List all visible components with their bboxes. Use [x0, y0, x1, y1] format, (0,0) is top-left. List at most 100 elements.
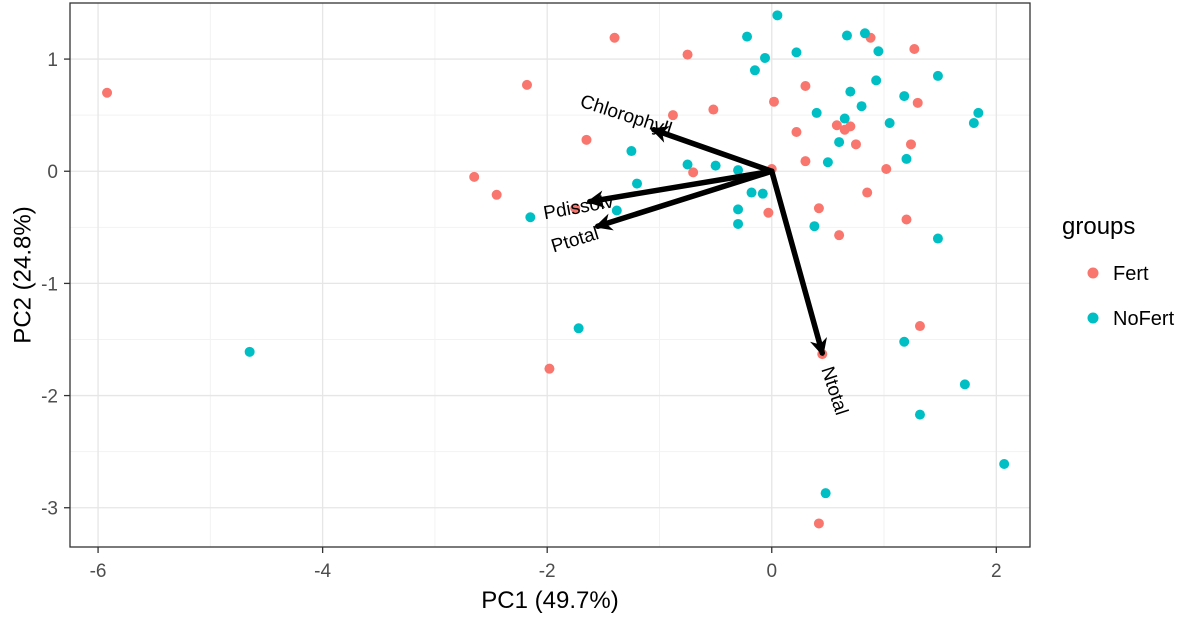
point-fert	[609, 32, 620, 43]
point-nofert	[884, 118, 895, 129]
point-fert	[862, 187, 873, 198]
point-nofert	[573, 323, 584, 334]
point-nofert	[757, 188, 768, 199]
point-nofert	[682, 159, 693, 170]
point-fert	[688, 167, 699, 178]
point-nofert	[760, 52, 771, 63]
point-fert	[791, 126, 802, 137]
point-fert	[469, 171, 480, 182]
point-fert	[521, 79, 532, 90]
point-fert	[905, 139, 916, 150]
point-nofert	[746, 187, 757, 198]
loading-label-ptotal: Ptotal	[549, 223, 602, 257]
point-fert	[800, 156, 811, 167]
legend-title: groups	[1062, 213, 1135, 240]
point-nofert	[899, 336, 910, 347]
point-nofert	[733, 204, 744, 215]
x-tick-label: -2	[539, 561, 556, 582]
loading-label-pdissolv: Pdissolv	[542, 191, 616, 224]
point-nofert	[914, 409, 925, 420]
point-nofert	[811, 107, 822, 118]
x-tick-label: -6	[90, 561, 107, 582]
point-nofert	[932, 70, 943, 81]
point-nofert	[733, 165, 744, 176]
point-nofert	[873, 46, 884, 57]
x-tick-label: 0	[766, 561, 777, 582]
point-nofert	[632, 178, 643, 189]
x-axis-title: PC1 (49.7%)	[481, 587, 618, 614]
y-axis-title: PC2 (24.8%)	[9, 206, 36, 343]
y-tick-label: 0	[47, 162, 58, 183]
point-nofert	[791, 47, 802, 58]
point-fert	[914, 321, 925, 332]
x-tick-label: -4	[314, 561, 331, 582]
point-nofert	[772, 10, 783, 21]
point-nofert	[834, 137, 845, 148]
point-nofert	[841, 30, 852, 41]
point-fert	[581, 134, 592, 145]
point-fert	[570, 203, 581, 214]
point-fert	[800, 81, 811, 92]
point-fert	[850, 139, 861, 150]
legend: groups Fert NoFert	[1062, 213, 1175, 330]
x-tick-label: 2	[991, 561, 1002, 582]
point-fert	[491, 189, 502, 200]
point-nofert	[809, 221, 820, 232]
point-nofert	[611, 205, 622, 216]
y-tick-label: -1	[41, 274, 58, 295]
point-nofert	[856, 101, 867, 112]
point-fert	[667, 110, 678, 121]
point-nofert	[820, 488, 831, 499]
point-fert	[544, 363, 555, 374]
loading-arrow-ntotal	[769, 168, 827, 357]
point-nofert	[968, 118, 979, 129]
point-nofert	[899, 91, 910, 102]
loading-arrow-ptotal	[594, 168, 775, 231]
point-nofert	[973, 107, 984, 118]
point-fert	[839, 124, 850, 135]
point-fert	[881, 164, 892, 175]
legend-label-fert: Fert	[1113, 263, 1149, 285]
point-nofert	[733, 218, 744, 229]
axis-ticks: -6 -4 -2 0 2 -3 -2 -1 0 1	[41, 50, 1002, 582]
plot-panel-border	[69, 2, 1031, 548]
point-nofert	[932, 233, 943, 244]
point-nofert	[626, 146, 637, 157]
grid-lines	[70, 3, 1030, 547]
point-nofert	[871, 75, 882, 86]
point-nofert	[525, 212, 536, 223]
point-fert	[682, 49, 693, 60]
point-nofert	[749, 65, 760, 76]
loading-arrow-chlorophyll	[650, 126, 775, 174]
y-tick-label: -2	[41, 387, 58, 408]
point-fert	[813, 518, 824, 529]
loading-label-ntotal: Ntotal	[816, 364, 851, 418]
point-fert	[831, 120, 842, 131]
y-tick-label: 1	[47, 50, 58, 71]
point-fert	[769, 96, 779, 107]
point-fert	[102, 87, 113, 98]
legend-key-fert	[1087, 267, 1099, 279]
legend-key-nofert	[1087, 312, 1099, 324]
point-nofert	[859, 28, 870, 39]
point-nofert	[959, 379, 970, 390]
point-fert	[763, 207, 774, 218]
point-fert	[813, 203, 824, 214]
loading-arrow-pdissolv	[586, 168, 775, 208]
point-nofert	[710, 160, 721, 171]
legend-label-nofert: NoFert	[1113, 308, 1175, 330]
point-nofert	[839, 113, 850, 124]
point-fert	[909, 43, 920, 54]
point-fert	[912, 97, 923, 108]
point-nofert	[244, 346, 255, 357]
y-tick-label: -3	[41, 499, 58, 520]
point-nofert	[845, 86, 856, 97]
point-fert	[901, 214, 912, 225]
point-nofert	[742, 31, 753, 42]
data-points	[102, 10, 1010, 529]
point-nofert	[999, 458, 1010, 469]
point-nofert	[822, 157, 833, 168]
point-nofert	[901, 153, 912, 164]
point-fert	[834, 230, 845, 241]
